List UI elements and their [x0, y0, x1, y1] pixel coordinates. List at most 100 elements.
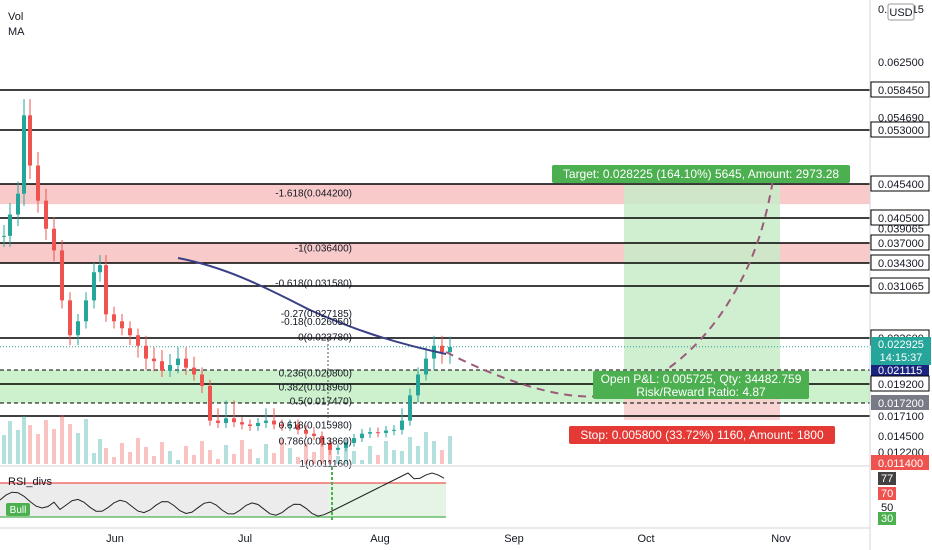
- candle-body[interactable]: [36, 165, 40, 201]
- volume-bar: [384, 441, 388, 464]
- candle-body[interactable]: [264, 420, 268, 423]
- time-label-sep: Sep: [504, 533, 524, 545]
- candle-body[interactable]: [120, 321, 124, 329]
- candle-body[interactable]: [320, 436, 324, 443]
- candle-body[interactable]: [256, 422, 260, 426]
- candle-body[interactable]: [184, 358, 188, 368]
- fib-label-7: 0.382(0.018960): [279, 382, 352, 393]
- volume-bar: [216, 459, 220, 464]
- candle-body[interactable]: [424, 358, 428, 375]
- candle-body[interactable]: [152, 358, 156, 362]
- candle-body[interactable]: [60, 250, 64, 301]
- candle-body[interactable]: [136, 335, 140, 346]
- candle-body[interactable]: [400, 420, 404, 430]
- stop-label-box[interactable]: [569, 426, 835, 444]
- candle-body[interactable]: [192, 367, 196, 375]
- price-tag-box-9: [870, 234, 930, 251]
- candle-body[interactable]: [22, 115, 26, 194]
- rsi-divergence-shade: [0, 483, 328, 517]
- candle-body[interactable]: [240, 422, 244, 425]
- time-axis[interactable]: Jun Jul Aug Sep Oct Nov: [106, 533, 791, 545]
- candle-body[interactable]: [392, 429, 396, 431]
- candle-body[interactable]: [216, 420, 220, 423]
- candle-body[interactable]: [352, 438, 356, 443]
- candle-body[interactable]: [336, 447, 340, 450]
- candle-body[interactable]: [128, 328, 132, 336]
- candle-body[interactable]: [296, 424, 300, 430]
- candle-body[interactable]: [280, 424, 284, 426]
- candle-body[interactable]: [416, 374, 420, 396]
- volume-bar: [92, 453, 96, 464]
- candle-body[interactable]: [44, 200, 48, 229]
- currency-button[interactable]: [887, 3, 915, 21]
- volume-bar: [68, 424, 72, 464]
- candle-body[interactable]: [160, 361, 164, 371]
- candle-body[interactable]: [112, 314, 116, 322]
- candle-body[interactable]: [68, 300, 72, 336]
- candle-body[interactable]: [52, 228, 56, 251]
- time-label-jul: Jul: [238, 533, 252, 545]
- candle-body[interactable]: [384, 430, 388, 433]
- volume-bar: [160, 442, 164, 464]
- price-tag-1: 0.062500: [878, 57, 924, 69]
- volume-bar: [432, 441, 436, 464]
- candle-body[interactable]: [84, 300, 88, 322]
- volume-bar: [232, 454, 236, 464]
- candle-body[interactable]: [200, 374, 204, 386]
- candle-body[interactable]: [208, 385, 212, 421]
- volume-bar: [176, 460, 180, 464]
- candle-body[interactable]: [360, 433, 364, 439]
- candle-body[interactable]: [328, 442, 332, 450]
- candle-body[interactable]: [92, 272, 96, 301]
- pnl-label-box[interactable]: [593, 371, 809, 399]
- volume-bar: [256, 458, 260, 464]
- candle-body[interactable]: [2, 235, 6, 237]
- candle-body[interactable]: [376, 432, 380, 434]
- candle-body[interactable]: [304, 429, 308, 434]
- volume-bar: [392, 450, 396, 464]
- candle-body[interactable]: [272, 420, 276, 425]
- candle-body[interactable]: [440, 345, 444, 353]
- volume-bar: [400, 451, 404, 464]
- price-tag-box-6: [870, 175, 930, 192]
- target-label: Target: 0.028225 (164.10%) 5645, Amount:…: [563, 167, 840, 181]
- price-tag-box-10: [870, 254, 930, 271]
- last-price-box: [871, 337, 931, 365]
- candle-body[interactable]: [176, 358, 180, 366]
- volume-bar: [84, 419, 88, 464]
- volume-bar: [192, 455, 196, 464]
- candle-body[interactable]: [408, 395, 412, 421]
- volume-bar: [328, 447, 332, 464]
- volume-bar: [288, 448, 292, 464]
- volume-bar: [240, 440, 244, 464]
- candle-body[interactable]: [248, 424, 252, 426]
- candle-body[interactable]: [144, 345, 148, 359]
- candle-body[interactable]: [232, 418, 236, 423]
- candle-body[interactable]: [448, 347, 452, 353]
- rsi-bull-badge[interactable]: [6, 503, 30, 516]
- target-label-box[interactable]: [552, 165, 850, 183]
- candle-body[interactable]: [76, 321, 80, 336]
- candle-body[interactable]: [16, 193, 20, 215]
- volume-bar: [76, 433, 80, 464]
- candle-body[interactable]: [288, 424, 292, 426]
- candle-body[interactable]: [368, 432, 372, 434]
- candle-body[interactable]: [28, 115, 32, 166]
- price-tag-19: 0.011400: [878, 458, 923, 470]
- rsi-level-77-text: 77: [881, 473, 893, 485]
- currency-label: USD: [889, 7, 912, 19]
- candle-body[interactable]: [344, 442, 348, 448]
- candle-body[interactable]: [312, 433, 316, 436]
- candle-body[interactable]: [168, 365, 172, 371]
- candle-body[interactable]: [98, 265, 102, 273]
- candle-body[interactable]: [224, 418, 228, 423]
- candle-body[interactable]: [104, 265, 108, 315]
- volume-bar: [44, 420, 48, 464]
- price-tag-6: 0.045400: [878, 179, 924, 191]
- profit-target-area[interactable]: [624, 184, 780, 380]
- price-tag-13: 0.021115: [878, 365, 922, 377]
- candle-body[interactable]: [8, 214, 12, 236]
- candlesticks[interactable]: [2, 99, 452, 455]
